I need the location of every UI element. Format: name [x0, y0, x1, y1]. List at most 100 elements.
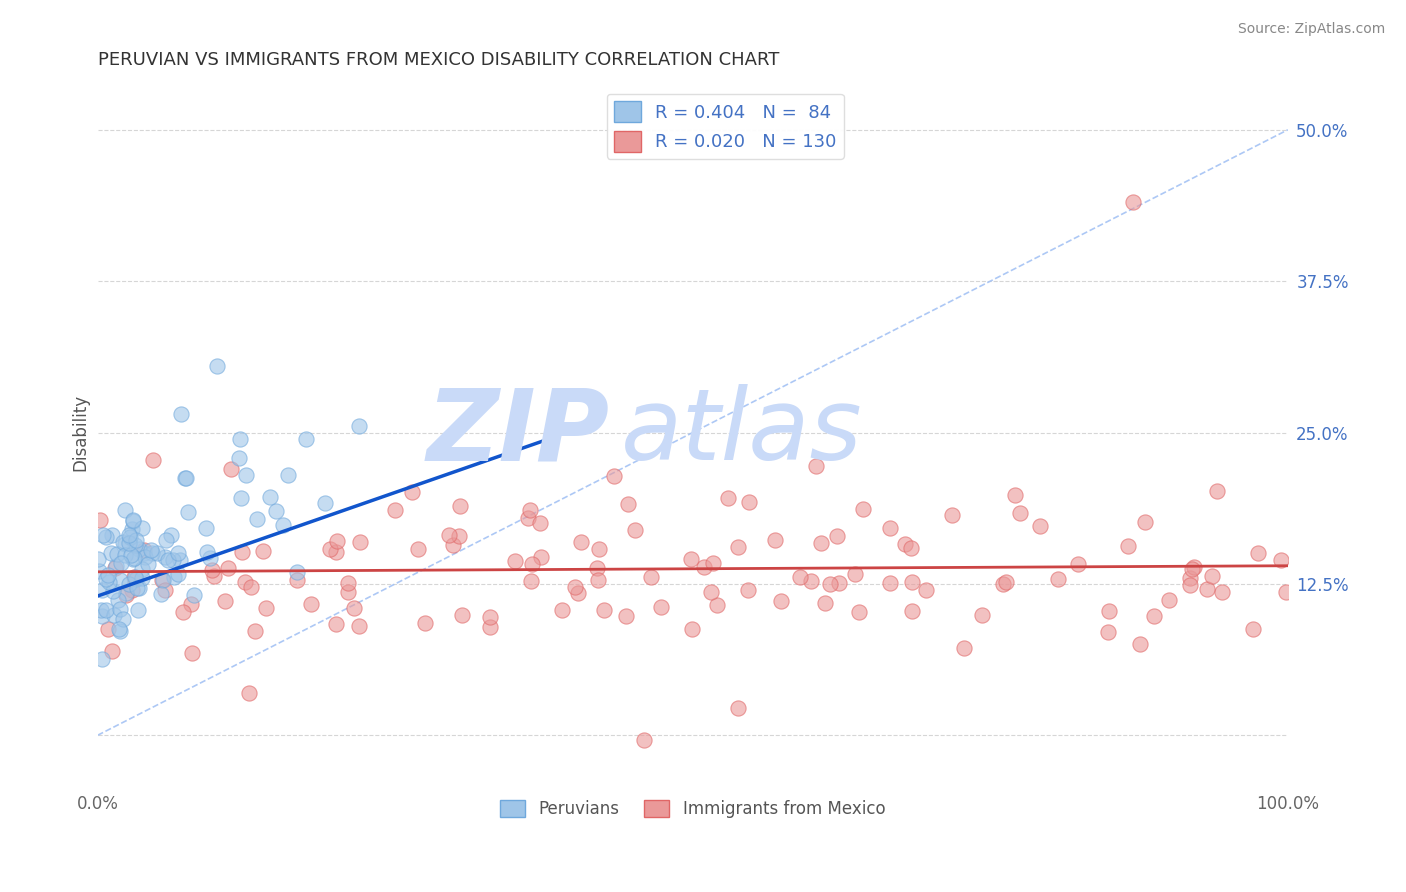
Point — [586, 561, 609, 575]
Point — [127, 603, 149, 617]
Point — [384, 503, 406, 517]
Point — [914, 582, 936, 597]
Point — [122, 512, 145, 526]
Point — [160, 528, 183, 542]
Point — [1116, 539, 1139, 553]
Point — [702, 556, 724, 570]
Point — [198, 550, 221, 565]
Point — [91, 652, 114, 666]
Point — [202, 569, 225, 583]
Y-axis label: Disability: Disability — [72, 394, 89, 471]
Point — [104, 560, 127, 574]
Point — [195, 545, 218, 559]
Point — [588, 542, 610, 557]
Point — [852, 502, 875, 516]
Point — [1275, 584, 1298, 599]
Point — [285, 573, 308, 587]
Point — [941, 508, 963, 522]
Point — [235, 467, 257, 482]
Point — [738, 495, 761, 509]
Point — [114, 549, 136, 563]
Point — [894, 537, 917, 551]
Point — [349, 419, 371, 434]
Point — [118, 577, 141, 591]
Point — [505, 554, 527, 568]
Point — [349, 534, 371, 549]
Point — [650, 599, 672, 614]
Point — [1181, 562, 1204, 576]
Point — [769, 593, 792, 607]
Point — [1129, 637, 1152, 651]
Point — [972, 607, 994, 622]
Point — [614, 609, 637, 624]
Point — [121, 583, 143, 598]
Point — [157, 552, 180, 566]
Point — [229, 491, 252, 505]
Point — [240, 580, 263, 594]
Point — [415, 616, 437, 631]
Point — [214, 594, 236, 608]
Text: Source: ZipAtlas.com: Source: ZipAtlas.com — [1237, 22, 1385, 37]
Point — [727, 540, 749, 554]
Point — [1182, 559, 1205, 574]
Point — [134, 542, 156, 557]
Point — [173, 471, 195, 485]
Point — [530, 549, 553, 564]
Point — [90, 609, 112, 624]
Point — [181, 646, 204, 660]
Point — [827, 529, 849, 543]
Point — [134, 549, 156, 564]
Point — [114, 503, 136, 517]
Point — [150, 587, 173, 601]
Point — [115, 586, 138, 600]
Point — [789, 569, 811, 583]
Point — [150, 573, 173, 587]
Point — [437, 527, 460, 541]
Point — [114, 537, 136, 551]
Point — [1098, 604, 1121, 618]
Text: PERUVIAN VS IMMIGRANTS FROM MEXICO DISABILITY CORRELATION CHART: PERUVIAN VS IMMIGRANTS FROM MEXICO DISAB… — [97, 51, 779, 69]
Point — [901, 604, 924, 618]
Point — [277, 467, 299, 482]
Point — [529, 516, 551, 530]
Point — [233, 574, 256, 589]
Point — [90, 603, 112, 617]
Point — [131, 561, 153, 575]
Point — [155, 533, 177, 547]
Point — [122, 551, 145, 566]
Point — [170, 408, 193, 422]
Legend: Peruvians, Immigrants from Mexico: Peruvians, Immigrants from Mexico — [494, 793, 891, 824]
Point — [132, 546, 155, 560]
Point — [285, 565, 308, 579]
Point — [900, 574, 922, 589]
Point — [252, 544, 274, 558]
Point — [163, 569, 186, 583]
Point — [586, 573, 609, 587]
Point — [818, 577, 841, 591]
Point — [900, 541, 922, 555]
Point — [245, 624, 267, 638]
Point — [443, 538, 465, 552]
Point — [520, 574, 543, 589]
Point — [108, 574, 131, 588]
Point — [169, 552, 191, 566]
Point — [737, 582, 759, 597]
Point — [624, 523, 647, 537]
Point — [325, 616, 347, 631]
Point — [91, 527, 114, 541]
Point — [848, 605, 870, 619]
Point — [879, 575, 901, 590]
Point — [101, 644, 124, 658]
Point — [1180, 578, 1202, 592]
Point — [238, 686, 260, 700]
Point — [295, 432, 318, 446]
Point — [706, 598, 728, 612]
Point — [111, 612, 134, 626]
Point — [479, 609, 502, 624]
Point — [567, 585, 589, 599]
Point — [162, 553, 184, 567]
Point — [108, 602, 131, 616]
Point — [231, 545, 253, 559]
Point — [122, 552, 145, 566]
Point — [124, 570, 146, 584]
